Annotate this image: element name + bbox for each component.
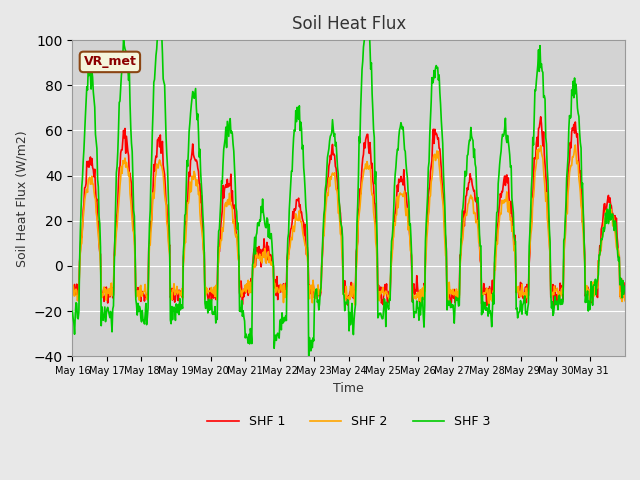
- Line: SHF 3: SHF 3: [72, 18, 625, 360]
- SHF 1: [262, 246, 270, 252]
- Y-axis label: Soil Heat Flux (W/m2): Soil Heat Flux (W/m2): [15, 130, 28, 266]
- SHF 3: [407, 236, 415, 242]
- SHF 1: [284, 255, 291, 261]
- SHF 1: [537, 114, 545, 120]
- SHF 1: [235, 254, 243, 260]
- SHF 1: [436, 156, 444, 161]
- SHF 3: [133, 312, 141, 318]
- SHF 2: [406, 230, 413, 236]
- SHF 2: [133, 293, 141, 299]
- SHF 3: [621, 283, 629, 289]
- SHF 2: [485, 302, 493, 308]
- SHF 1: [550, 305, 557, 311]
- SHF 3: [438, 129, 446, 134]
- SHF 2: [262, 260, 270, 266]
- SHF 2: [436, 177, 444, 183]
- SHF 2: [284, 270, 291, 276]
- SHF 2: [621, 298, 629, 304]
- SHF 1: [406, 230, 413, 236]
- Title: Soil Heat Flux: Soil Heat Flux: [292, 15, 406, 33]
- SHF 3: [305, 357, 312, 362]
- Line: SHF 1: SHF 1: [72, 117, 625, 308]
- SHF 3: [262, 225, 270, 231]
- SHF 1: [68, 288, 76, 293]
- SHF 3: [235, 251, 243, 256]
- SHF 3: [362, 15, 370, 21]
- SHF 2: [572, 142, 579, 148]
- SHF 2: [68, 293, 76, 299]
- Text: VR_met: VR_met: [83, 55, 136, 69]
- X-axis label: Time: Time: [333, 382, 364, 395]
- Legend: SHF 1, SHF 2, SHF 3: SHF 1, SHF 2, SHF 3: [202, 410, 495, 433]
- Line: SHF 2: SHF 2: [72, 145, 625, 305]
- SHF 2: [235, 258, 243, 264]
- SHF 3: [68, 308, 76, 314]
- SHF 1: [133, 289, 141, 295]
- SHF 3: [284, 258, 291, 264]
- SHF 1: [621, 280, 629, 286]
